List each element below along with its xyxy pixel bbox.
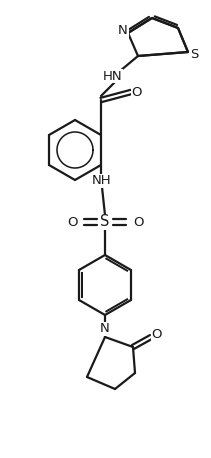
Text: HN: HN xyxy=(103,70,123,82)
Text: N: N xyxy=(100,322,110,336)
Text: N: N xyxy=(118,24,128,38)
Text: O: O xyxy=(152,328,162,342)
Text: O: O xyxy=(133,216,143,229)
Text: S: S xyxy=(190,48,198,60)
Text: S: S xyxy=(100,214,110,229)
Text: O: O xyxy=(67,216,77,229)
Text: O: O xyxy=(132,86,142,98)
Text: NH: NH xyxy=(92,174,112,187)
